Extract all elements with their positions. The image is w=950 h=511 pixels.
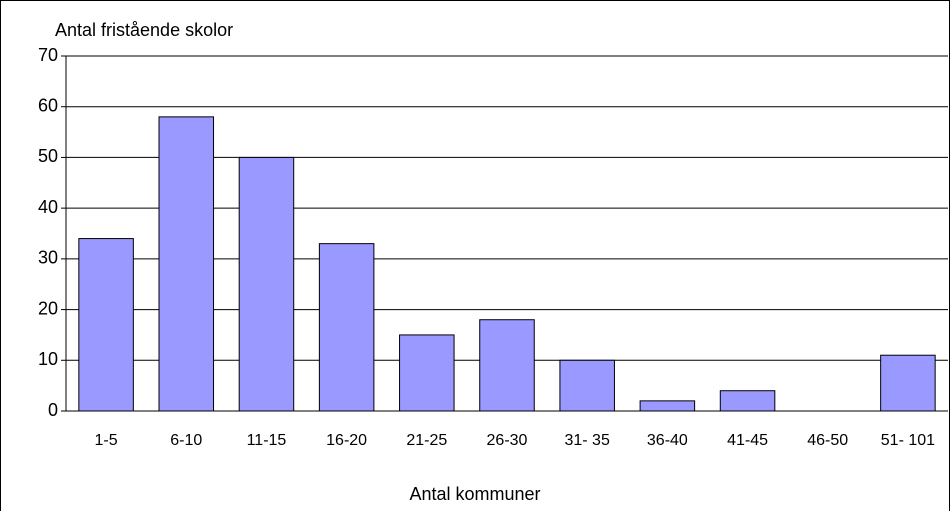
x-tick-label: 31- 35	[564, 432, 610, 449]
bar	[880, 354, 936, 412]
x-tick-label-box: 1-5	[94, 432, 118, 449]
x-axis-title: Antal kommuner	[409, 484, 540, 504]
x-tick-label: 26-30	[486, 432, 528, 449]
x-tick-label: 1-5	[94, 432, 118, 449]
x-tick-label-box: 51- 101	[880, 432, 936, 449]
x-tick-label-box: 31- 35	[564, 432, 610, 449]
bar	[559, 359, 615, 412]
x-tick-label-box: 36-40	[646, 432, 688, 449]
x-tick-label-box: 16-20	[326, 432, 368, 449]
x-tick-label-box: 26-30	[486, 432, 528, 449]
y-tick-label: 50	[38, 146, 58, 166]
x-tick-label: 36-40	[646, 432, 688, 449]
y-tick-label: 0	[48, 400, 58, 420]
x-tick-label: 11-15	[246, 432, 287, 449]
bar	[78, 238, 134, 412]
bar	[639, 400, 696, 412]
x-tick-label: 46-50	[807, 432, 849, 449]
x-tick-label: 6-10	[170, 432, 203, 449]
bar	[479, 319, 535, 412]
x-tick-label-box: 21-25	[406, 432, 448, 449]
bar	[719, 390, 776, 412]
bar	[399, 334, 455, 412]
y-tick-label: 40	[38, 197, 58, 217]
x-tick-label: 16-20	[326, 432, 368, 449]
x-tick-label-box: 11-15	[246, 432, 287, 449]
y-tick-label: 70	[38, 45, 58, 65]
x-tick-label: 51- 101	[880, 432, 936, 449]
x-tick-label: 41-45	[727, 432, 768, 449]
y-tick-label: 60	[38, 95, 58, 115]
bar	[238, 156, 295, 412]
x-tick-label: 21-25	[406, 432, 448, 449]
bar	[318, 243, 375, 412]
x-tick-label-box: 46-50	[807, 432, 849, 449]
x-tick-label-box: 6-10	[170, 432, 203, 449]
y-tick-label: 10	[38, 349, 58, 369]
x-tick-label-box: 41-45	[727, 432, 768, 449]
y-tick-label: 20	[38, 298, 58, 318]
y-tick-label: 30	[38, 248, 58, 268]
chart-title: Antal fristående skolor	[55, 20, 233, 40]
bar	[158, 116, 215, 412]
